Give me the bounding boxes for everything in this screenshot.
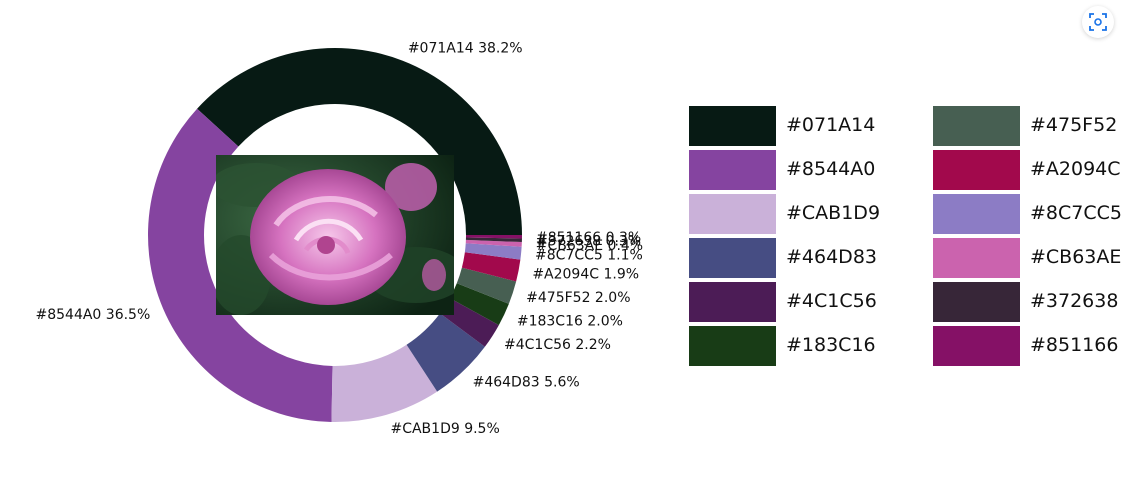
slice-label: #4C1C56 2.2% [504, 337, 611, 353]
legend-label: #851166 [1030, 334, 1119, 356]
legend-label: #8544A0 [786, 158, 876, 180]
slice-label: #183C16 2.0% [517, 314, 623, 330]
slice-label: #8C7CC5 1.1% [535, 248, 643, 264]
slice-label: #CAB1D9 9.5% [390, 421, 499, 437]
legend-label: #475F52 [1030, 114, 1118, 136]
legend-item: #475F52 [933, 106, 1138, 146]
legend-swatch [689, 106, 776, 146]
legend-item: #464D83 [689, 238, 909, 278]
legend-item: #8544A0 [689, 150, 909, 190]
slice-label: #372638 0.3% [536, 234, 641, 250]
legend: #071A14 #8544A0 #CAB1D9 #464D83 #4C1C56 #183C… [689, 106, 1129, 366]
donut-slice [197, 48, 522, 236]
donut-slice [147, 108, 333, 422]
legend-label: #071A14 [786, 114, 876, 136]
donut-slice [465, 239, 522, 247]
scan-button[interactable] [1082, 6, 1114, 38]
legend-item: #372638 [933, 282, 1138, 322]
legend-label: #CAB1D9 [786, 202, 881, 224]
legend-item: #4C1C56 [689, 282, 909, 322]
legend-swatch [689, 326, 776, 366]
donut-slice [331, 344, 438, 422]
scan-icon [1089, 13, 1107, 31]
legend-swatch [933, 326, 1020, 366]
donut-slice [465, 237, 522, 243]
slice-label: #A2094C 1.9% [532, 266, 639, 282]
slice-label: #071A14 38.2% [408, 41, 523, 57]
legend-swatch [933, 238, 1020, 278]
legend-label: #372638 [1030, 290, 1119, 312]
rose-photo [216, 155, 454, 315]
legend-item: #071A14 [689, 106, 909, 146]
legend-item: #183C16 [689, 326, 909, 366]
legend-label: #183C16 [786, 334, 876, 356]
legend-label: #8C7CC5 [1030, 202, 1122, 224]
slice-label: #8544A0 36.5% [36, 307, 151, 323]
legend-label: #A2094C [1030, 158, 1121, 180]
legend-label: #464D83 [786, 246, 877, 268]
legend-item: #A2094C [933, 150, 1138, 190]
legend-swatch [933, 150, 1020, 190]
legend-swatch [689, 150, 776, 190]
legend-label: #CB63AE [1030, 246, 1122, 268]
legend-item: #851166 [933, 326, 1138, 366]
legend-swatch [933, 282, 1020, 322]
slice-label: #CB63AE 0.4% [536, 238, 643, 254]
legend-swatch [689, 238, 776, 278]
donut-slice [461, 252, 521, 282]
slice-label: #851166 0.3% [536, 230, 641, 246]
donut-slice [449, 283, 509, 326]
donut-slice [456, 267, 517, 304]
legend-swatch [689, 194, 776, 234]
legend-label: #4C1C56 [786, 290, 877, 312]
legend-item: #8C7CC5 [933, 194, 1138, 234]
legend-swatch [933, 194, 1020, 234]
donut-slice [406, 313, 485, 392]
slice-label: #464D83 5.6% [473, 375, 580, 391]
legend-swatch [689, 282, 776, 322]
slice-label: #475F52 2.0% [526, 290, 630, 306]
donut-slice [440, 298, 499, 347]
donut-slice [465, 235, 522, 239]
donut-slice [464, 243, 522, 260]
rose-photo-icon [216, 155, 454, 315]
legend-item: #CAB1D9 [689, 194, 909, 234]
legend-swatch [933, 106, 1020, 146]
legend-item: #CB63AE [933, 238, 1138, 278]
